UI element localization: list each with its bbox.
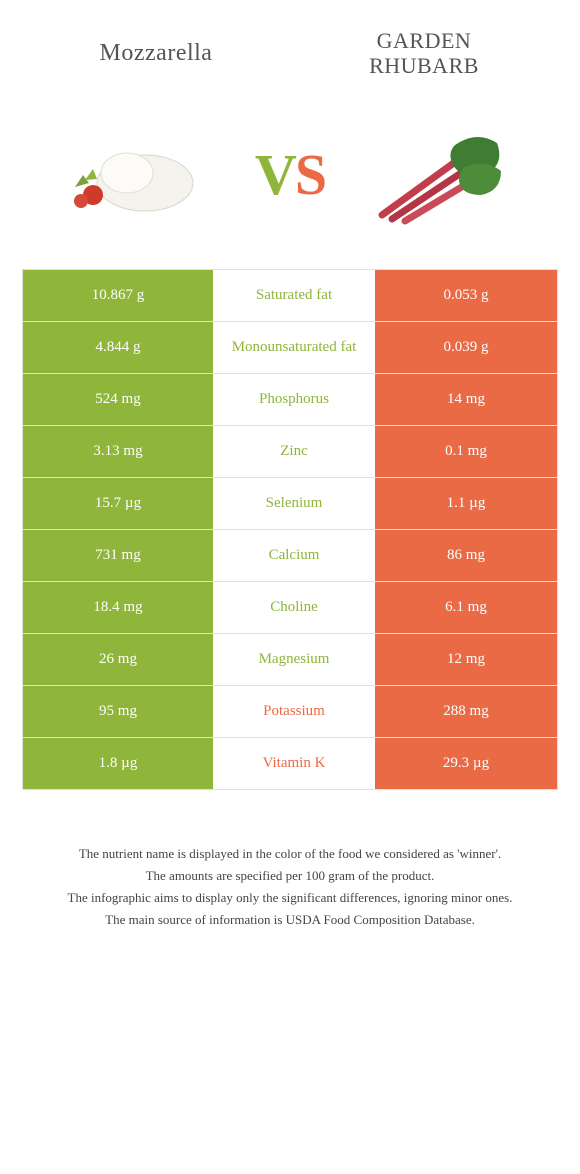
cell-nutrient-name: Saturated fat (213, 270, 375, 321)
vs-v: V (255, 142, 295, 207)
cell-right-value: 12 mg (375, 634, 557, 685)
image-right (325, 115, 558, 235)
vs-label: VS (255, 141, 325, 208)
cell-nutrient-name: Choline (213, 582, 375, 633)
table-row: 731 mgCalcium86 mg (23, 529, 557, 581)
cell-nutrient-name: Selenium (213, 478, 375, 529)
footer-line: The nutrient name is displayed in the co… (32, 844, 548, 864)
table-row: 95 mgPotassium288 mg (23, 685, 557, 737)
cell-left-value: 10.867 g (23, 270, 213, 321)
cell-right-value: 0.053 g (375, 270, 557, 321)
cell-nutrient-name: Calcium (213, 530, 375, 581)
cell-left-value: 4.844 g (23, 322, 213, 373)
cell-left-value: 15.7 µg (23, 478, 213, 529)
cell-right-value: 14 mg (375, 374, 557, 425)
footer-notes: The nutrient name is displayed in the co… (22, 844, 558, 931)
table-row: 524 mgPhosphorus14 mg (23, 373, 557, 425)
cell-right-value: 1.1 µg (375, 478, 557, 529)
cell-left-value: 26 mg (23, 634, 213, 685)
title-left: Mozzarella (22, 40, 290, 67)
cell-nutrient-name: Zinc (213, 426, 375, 477)
cell-nutrient-name: Magnesium (213, 634, 375, 685)
infographic-container: Mozzarella Garden rhubarb VS (0, 0, 580, 952)
cell-left-value: 1.8 µg (23, 738, 213, 789)
cell-nutrient-name: Potassium (213, 686, 375, 737)
mozzarella-icon (63, 125, 213, 225)
cell-right-value: 29.3 µg (375, 738, 557, 789)
table-row: 10.867 gSaturated fat0.053 g (23, 269, 557, 321)
table-row: 18.4 mgCholine6.1 mg (23, 581, 557, 633)
footer-line: The amounts are specified per 100 gram o… (32, 866, 548, 886)
comparison-table: 10.867 gSaturated fat0.053 g4.844 gMonou… (22, 269, 558, 790)
image-left (22, 115, 255, 235)
table-row: 26 mgMagnesium12 mg (23, 633, 557, 685)
title-right: Garden rhubarb (290, 28, 558, 79)
table-row: 4.844 gMonounsaturated fat0.039 g (23, 321, 557, 373)
cell-right-value: 6.1 mg (375, 582, 557, 633)
rhubarb-icon (367, 125, 517, 225)
table-row: 15.7 µgSelenium1.1 µg (23, 477, 557, 529)
cell-right-value: 0.039 g (375, 322, 557, 373)
cell-left-value: 18.4 mg (23, 582, 213, 633)
table-row: 3.13 mgZinc0.1 mg (23, 425, 557, 477)
cell-right-value: 288 mg (375, 686, 557, 737)
cell-left-value: 95 mg (23, 686, 213, 737)
cell-nutrient-name: Vitamin K (213, 738, 375, 789)
cell-left-value: 524 mg (23, 374, 213, 425)
cell-left-value: 3.13 mg (23, 426, 213, 477)
title-right-line1: Garden (377, 28, 472, 53)
title-row: Mozzarella Garden rhubarb (22, 28, 558, 79)
title-right-line2: rhubarb (369, 53, 479, 78)
cell-right-value: 0.1 mg (375, 426, 557, 477)
cell-nutrient-name: Monounsaturated fat (213, 322, 375, 373)
cell-left-value: 731 mg (23, 530, 213, 581)
cell-nutrient-name: Phosphorus (213, 374, 375, 425)
table-row: 1.8 µgVitamin K29.3 µg (23, 737, 557, 789)
vs-s: S (295, 142, 325, 207)
footer-line: The infographic aims to display only the… (32, 888, 548, 908)
cell-right-value: 86 mg (375, 530, 557, 581)
vs-row: VS (22, 115, 558, 235)
footer-line: The main source of information is USDA F… (32, 910, 548, 930)
